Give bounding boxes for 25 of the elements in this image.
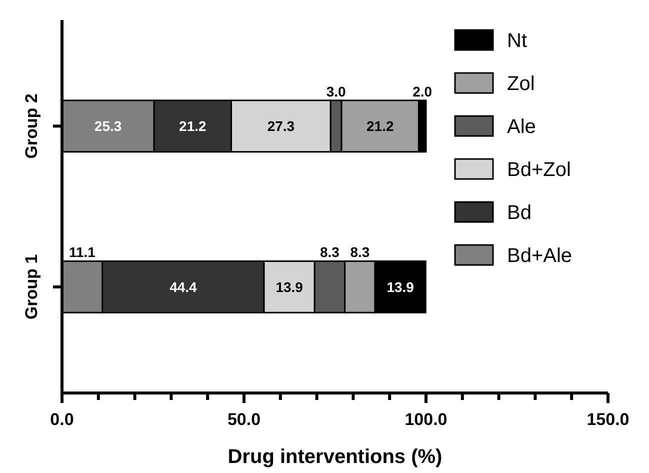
x-tick-label: 150.0 <box>586 410 630 429</box>
legend-label: Zol <box>507 73 535 95</box>
x-tick-label: 100.0 <box>404 410 448 429</box>
data-label: 44.4 <box>170 278 198 295</box>
legend-label: Bd+Zol <box>507 159 571 181</box>
legend-label: Ale <box>507 116 536 138</box>
y-tick-label: Group 2 <box>22 94 41 159</box>
data-label: 13.9 <box>386 278 414 295</box>
data-label: 25.3 <box>94 118 122 134</box>
legend-label: Bd <box>507 202 532 224</box>
x-axis-title: Drug interventions (%) <box>228 446 442 468</box>
data-label: 27.3 <box>267 118 295 134</box>
data-label: 8.3 <box>350 244 370 260</box>
data-label: 13.9 <box>276 278 304 295</box>
data-label: 11.1 <box>68 244 96 260</box>
data-label: 21.2 <box>179 118 207 134</box>
legend-label: Bd+Ale <box>507 245 572 267</box>
x-tick-label: 50.0 <box>227 410 261 429</box>
x-tick-label: 0.0 <box>50 410 74 429</box>
y-tick-label: Group 1 <box>22 254 41 320</box>
data-label: 2.0 <box>412 83 432 100</box>
data-label: 3.0 <box>326 83 346 100</box>
data-label: 21.2 <box>366 118 394 134</box>
data-label: 8.3 <box>320 244 340 260</box>
legend-label: Nt <box>507 30 528 52</box>
